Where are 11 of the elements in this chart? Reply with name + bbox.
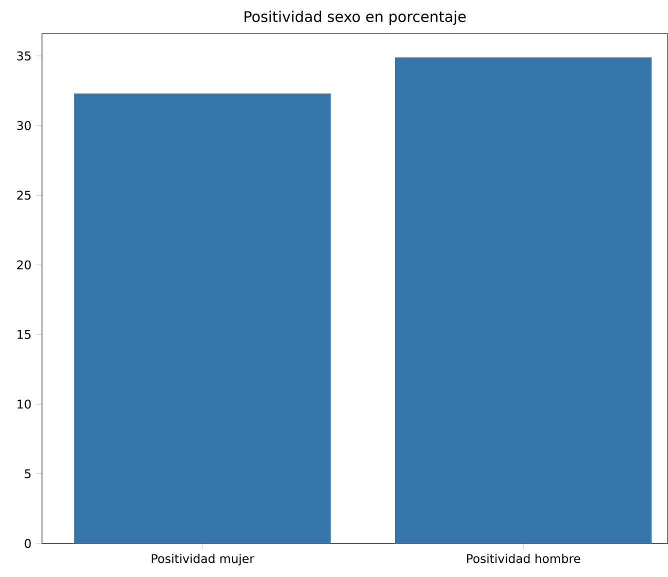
y-tick-label: 0 bbox=[24, 539, 31, 548]
y-tick-label: 20 bbox=[17, 260, 31, 270]
y-tick-label: 15 bbox=[18, 330, 31, 340]
y-tick-label: 10 bbox=[18, 400, 31, 409]
x-tick-label: Positividad mujer bbox=[152, 554, 254, 566]
y-tick-label: 35 bbox=[17, 52, 31, 61]
chart-title: Positividad sexo en porcentaje bbox=[244, 10, 466, 26]
y-tick-label: 25 bbox=[17, 190, 31, 200]
y-tick-label: 5 bbox=[24, 469, 31, 478]
x-tick-label: Positividad hombre bbox=[467, 554, 580, 564]
y-tick-label: 30 bbox=[17, 121, 31, 130]
